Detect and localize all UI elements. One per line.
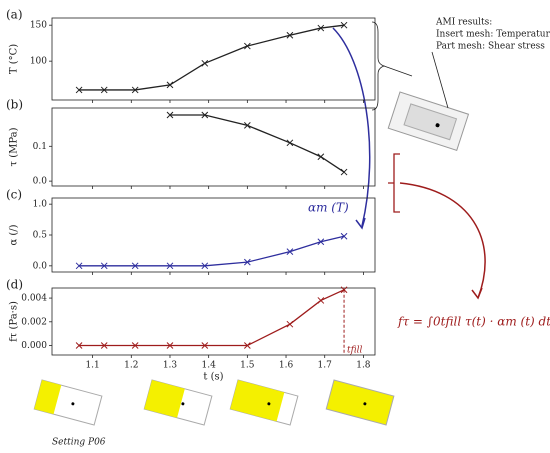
- part-3: [229, 379, 299, 426]
- red-arrowhead: [471, 287, 483, 300]
- part-4: [325, 379, 395, 426]
- marker: [201, 342, 209, 349]
- panel-label: (b): [6, 98, 23, 112]
- line: [79, 289, 345, 347]
- part-1: [33, 379, 103, 426]
- marker: [340, 168, 348, 176]
- marker: [166, 262, 174, 270]
- marker: [243, 42, 251, 50]
- x-tick-label: 1.3: [163, 361, 178, 371]
- y-axis-label: fτ (Pa·s): [9, 301, 20, 342]
- y-tick-label: 0.0: [33, 261, 48, 271]
- blue-arrow: [332, 27, 371, 227]
- marker: [286, 320, 294, 328]
- marker: [317, 24, 325, 32]
- x-tick-label: 1.5: [240, 361, 255, 371]
- marker: [75, 86, 83, 94]
- x-tick-label: 1.2: [124, 361, 138, 371]
- panel-label: (c): [6, 188, 22, 202]
- red-arrow: [399, 182, 486, 299]
- pointer: [431, 51, 449, 109]
- axes-frame: [51, 17, 376, 101]
- y-axis-label: α (/): [9, 224, 20, 245]
- brace: [371, 21, 386, 111]
- y-tick-label: 150: [30, 21, 47, 31]
- marker: [201, 59, 209, 67]
- marker: [286, 248, 294, 256]
- panel-label: (d): [6, 278, 23, 292]
- y-tick-label: 0.5: [33, 231, 48, 241]
- y-tick-label: 0.000: [21, 341, 47, 351]
- marker: [100, 262, 108, 270]
- formula: fτ = ∫0tfill τ(t) · αm (t) dt: [397, 315, 550, 329]
- part-top: [387, 91, 470, 152]
- marker: [75, 342, 83, 349]
- x-tick-label: 1.4: [202, 361, 217, 371]
- y-axis-label: T (°C): [9, 44, 20, 74]
- line: [79, 24, 345, 91]
- marker: [100, 86, 108, 94]
- marker: [166, 342, 174, 349]
- x-tick-label: 1.6: [279, 361, 294, 371]
- marker: [131, 342, 139, 349]
- marker: [317, 153, 325, 161]
- marker: [243, 258, 251, 266]
- marker: [243, 342, 251, 349]
- marker: [131, 86, 139, 94]
- line: [169, 114, 345, 173]
- marker: [286, 139, 294, 147]
- alpha-label: αm (T): [308, 201, 349, 215]
- marker: [166, 111, 174, 119]
- ami-line: Part mesh: Shear stress: [436, 42, 545, 52]
- y-axis-label: τ (MPa): [9, 127, 20, 166]
- marker: [166, 81, 174, 89]
- y-tick-label: 0.002: [21, 317, 47, 327]
- x-tick-label: 1.1: [85, 361, 99, 371]
- marker: [286, 31, 294, 39]
- marker: [340, 21, 348, 29]
- marker: [100, 342, 108, 349]
- y-tick-label: 0.1: [33, 142, 47, 152]
- x-axis-label: t (s): [203, 372, 223, 383]
- marker: [131, 262, 139, 270]
- tfill-label: tfill: [347, 346, 362, 356]
- axes-frame: [51, 107, 376, 187]
- marker: [243, 122, 251, 129]
- x-tick-label: 1.8: [356, 361, 371, 371]
- blue-arrowhead: [355, 217, 366, 230]
- marker: [201, 111, 209, 119]
- y-tick-label: 1.0: [33, 200, 48, 210]
- x-tick-label: 1.7: [318, 361, 333, 371]
- part-2: [143, 379, 213, 426]
- marker: [317, 297, 325, 304]
- ami-line: Insert mesh: Temperature: [436, 30, 550, 40]
- marker: [317, 238, 325, 246]
- brace-link: [383, 65, 413, 77]
- y-tick-label: 0.004: [21, 294, 47, 304]
- marker: [75, 262, 83, 270]
- y-tick-label: 0.0: [33, 177, 48, 187]
- setting-label: Setting P06: [52, 438, 106, 448]
- marker: [340, 232, 348, 240]
- panel-label: (a): [6, 8, 23, 22]
- marker: [201, 262, 209, 270]
- line: [79, 235, 345, 267]
- red-bracket: [388, 153, 400, 213]
- ami-line: AMI results:: [435, 18, 492, 28]
- y-tick-label: 100: [30, 57, 47, 67]
